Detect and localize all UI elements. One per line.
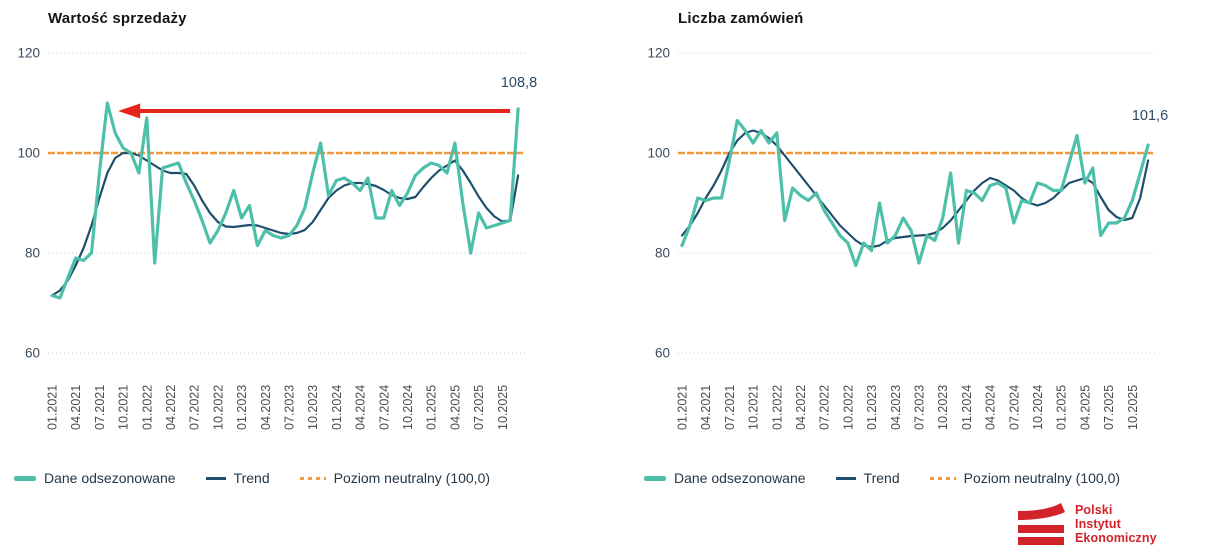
- svg-text:01.2023: 01.2023: [235, 385, 249, 430]
- legend-item-neutral: Poziom neutralny (100,0): [929, 470, 1121, 486]
- svg-text:07.2022: 07.2022: [818, 385, 832, 430]
- svg-text:04.2023: 04.2023: [889, 385, 903, 430]
- right-chart-title: Liczba zamówień: [678, 10, 804, 27]
- seasonal-line-swatch-icon: [14, 475, 36, 481]
- pie-logo-line1: Polski: [1075, 503, 1113, 517]
- svg-text:07.2023: 07.2023: [913, 385, 927, 430]
- svg-text:80: 80: [655, 246, 670, 261]
- neutral-line-swatch-icon: [299, 476, 326, 480]
- svg-text:10.2024: 10.2024: [401, 385, 415, 430]
- svg-text:01.2024: 01.2024: [960, 385, 974, 430]
- svg-text:100: 100: [647, 146, 670, 161]
- legend-neutral-label: Poziom neutralny (100,0): [333, 470, 491, 486]
- svg-text:80: 80: [25, 246, 40, 261]
- pie-logo-bars-icon: [1018, 503, 1065, 545]
- svg-text:04.2021: 04.2021: [69, 385, 83, 430]
- legend-item-seasonal: Dane odsezonowane: [644, 470, 806, 486]
- svg-text:04.2025: 04.2025: [448, 385, 462, 430]
- svg-text:04.2022: 04.2022: [794, 385, 808, 430]
- pie-logo-text: Polski Instytut Ekonomiczny: [1075, 503, 1157, 545]
- legend-left: Dane odsezonowane Trend Poziom neutralny…: [14, 470, 490, 486]
- legend-item-trend: Trend: [835, 470, 900, 486]
- svg-text:10.2022: 10.2022: [841, 385, 855, 430]
- svg-text:01.2025: 01.2025: [425, 385, 439, 430]
- pie-logo-line2: Instytut: [1075, 517, 1121, 531]
- legend-item-neutral: Poziom neutralny (100,0): [299, 470, 491, 486]
- svg-text:60: 60: [655, 346, 670, 361]
- svg-text:07.2022: 07.2022: [188, 385, 202, 430]
- svg-text:04.2025: 04.2025: [1078, 385, 1092, 430]
- legend-trend-label: Trend: [863, 470, 900, 486]
- svg-text:01.2025: 01.2025: [1055, 385, 1069, 430]
- trend-line-swatch-icon: [205, 476, 226, 480]
- svg-text:10.2025: 10.2025: [496, 385, 510, 430]
- svg-text:07.2025: 07.2025: [472, 385, 486, 430]
- svg-text:100: 100: [17, 146, 40, 161]
- pie-logo-line3: Ekonomiczny: [1075, 531, 1157, 545]
- left-chart-title: Wartość sprzedaży: [48, 10, 187, 27]
- svg-text:07.2021: 07.2021: [93, 385, 107, 430]
- svg-text:10.2021: 10.2021: [747, 385, 761, 430]
- svg-text:04.2024: 04.2024: [354, 385, 368, 430]
- svg-text:07.2021: 07.2021: [723, 385, 737, 430]
- legend-seasonal-label: Dane odsezonowane: [674, 470, 806, 486]
- legend-trend-label: Trend: [233, 470, 270, 486]
- svg-text:120: 120: [17, 46, 40, 61]
- svg-text:10.2023: 10.2023: [936, 385, 950, 430]
- trend-line-swatch-icon: [835, 476, 856, 480]
- seasonal-line-swatch-icon: [644, 475, 666, 481]
- svg-text:01.2022: 01.2022: [140, 385, 154, 430]
- svg-text:10.2025: 10.2025: [1126, 385, 1140, 430]
- neutral-line-swatch-icon: [929, 476, 956, 480]
- svg-text:10.2021: 10.2021: [117, 385, 131, 430]
- svg-text:04.2024: 04.2024: [984, 385, 998, 430]
- svg-text:01.2023: 01.2023: [865, 385, 879, 430]
- svg-text:04.2022: 04.2022: [164, 385, 178, 430]
- svg-text:07.2024: 07.2024: [377, 385, 391, 430]
- svg-text:01.2022: 01.2022: [770, 385, 784, 430]
- svg-text:04.2023: 04.2023: [259, 385, 273, 430]
- pie-logo: Polski Instytut Ekonomiczny: [1018, 503, 1157, 549]
- last-value-label-sales: 108,8: [500, 75, 538, 91]
- svg-text:10.2024: 10.2024: [1031, 385, 1045, 430]
- svg-text:120: 120: [647, 46, 670, 61]
- legend-seasonal-label: Dane odsezonowane: [44, 470, 176, 486]
- legend-item-seasonal: Dane odsezonowane: [14, 470, 176, 486]
- svg-text:07.2024: 07.2024: [1007, 385, 1021, 430]
- svg-text:04.2021: 04.2021: [699, 385, 713, 430]
- svg-text:07.2025: 07.2025: [1102, 385, 1116, 430]
- svg-text:07.2023: 07.2023: [283, 385, 297, 430]
- svg-text:01.2021: 01.2021: [46, 385, 60, 430]
- orders-count-chart: 120 100 80 60 01.2021 04.2021 07.2021 10.2021 01…: [647, 46, 1155, 430]
- sales-value-chart: 120 100 80 60 01.2021 04.2021 07.2021 10.2021 01…: [17, 46, 525, 430]
- svg-text:10.2022: 10.2022: [211, 385, 225, 430]
- svg-text:01.2021: 01.2021: [676, 385, 690, 430]
- svg-text:60: 60: [25, 346, 40, 361]
- legend-neutral-label: Poziom neutralny (100,0): [963, 470, 1121, 486]
- svg-text:01.2024: 01.2024: [330, 385, 344, 430]
- last-value-label-orders: 101,6: [1131, 108, 1169, 124]
- legend-item-trend: Trend: [205, 470, 270, 486]
- legend-right: Dane odsezonowane Trend Poziom neutralny…: [644, 470, 1120, 486]
- svg-text:10.2023: 10.2023: [306, 385, 320, 430]
